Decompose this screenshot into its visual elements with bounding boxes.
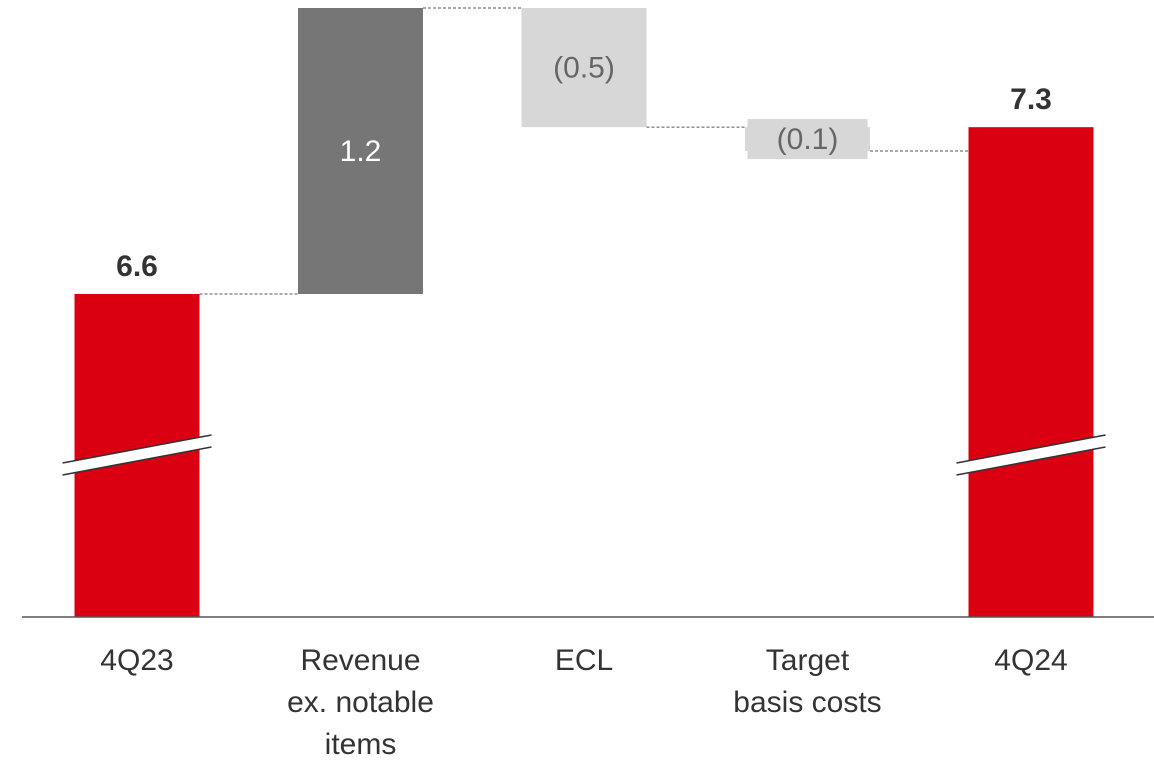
bar (298, 8, 423, 294)
axis-break-line (62, 446, 212, 476)
axis-break (956, 435, 1106, 475)
axis-break-line (62, 434, 212, 464)
x-tick-label: ECL (554, 644, 614, 677)
data-label: (0.1) (777, 123, 839, 156)
x-tick-label: Target basis costs (733, 644, 882, 719)
axis-break-line (956, 434, 1106, 464)
data-label: (0.5) (553, 52, 615, 85)
x-tick-label: 4Q23 (100, 644, 174, 677)
bar (968, 127, 1094, 618)
axis-break (62, 435, 212, 475)
data-label: 1.2 (340, 135, 382, 168)
x-tick-label: Revenue ex. notable items (287, 644, 434, 761)
data-label: 6.6 (116, 250, 158, 283)
axis-break-line (956, 446, 1106, 476)
label-background (747, 119, 868, 160)
data-label: 7.3 (1010, 83, 1052, 116)
bar (521, 8, 647, 128)
x-tick-label: 4Q24 (994, 644, 1068, 677)
